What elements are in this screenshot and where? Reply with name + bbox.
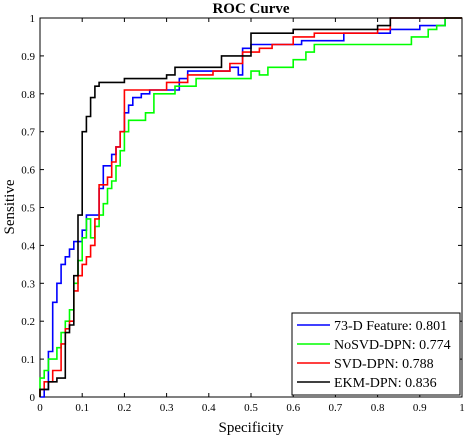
y-axis-label: Sensitive [2,179,18,234]
series-line-2 [39,17,462,397]
series-line-3 [39,17,462,397]
x-tick-label: 1 [459,402,465,414]
x-axis-label: Specificity [219,420,284,436]
series-line-4 [39,17,462,397]
x-tick-label: 0.9 [413,402,427,414]
legend-label-1: 73-D Feature: 0.801 [334,319,447,334]
legend: 73-D Feature: 0.801 NoSVD-DPN: 0.774 SVD-D… [291,312,461,396]
y-tick-label: 0.2 [21,316,35,328]
y-tick-label: 1 [30,13,36,25]
x-tick-label: 0.5 [244,402,258,414]
y-tick-label: 0.8 [21,89,35,101]
x-tick-label: 0.4 [202,402,216,414]
x-tick-label: 0.3 [160,402,174,414]
x-tick-label: 0.7 [329,402,343,414]
y-tick-label: 0.1 [21,354,35,366]
series-group [39,17,462,398]
chart-title: ROC Curve [212,1,289,17]
legend-label-2: NoSVD-DPN: 0.774 [334,338,451,353]
x-tick-label: 0.2 [118,402,132,414]
y-tick-label: 0.7 [21,127,35,139]
y-tick-label: 0 [30,392,36,404]
y-tick-label: 0.4 [21,240,35,252]
y-tick-label: 0.3 [21,278,35,290]
legend-label-4: EKM-DPN: 0.836 [334,376,437,391]
x-tick-label: 0.8 [371,402,385,414]
y-tick-label: 0.6 [21,165,35,177]
y-tick-label: 0.9 [21,51,35,63]
x-tick-label: 0.1 [75,402,89,414]
x-tick-label: 0.6 [286,402,300,414]
y-tick-label: 0.5 [21,203,35,215]
legend-label-3: SVD-DPN: 0.788 [334,357,434,372]
x-tick-label: 0 [37,402,43,414]
